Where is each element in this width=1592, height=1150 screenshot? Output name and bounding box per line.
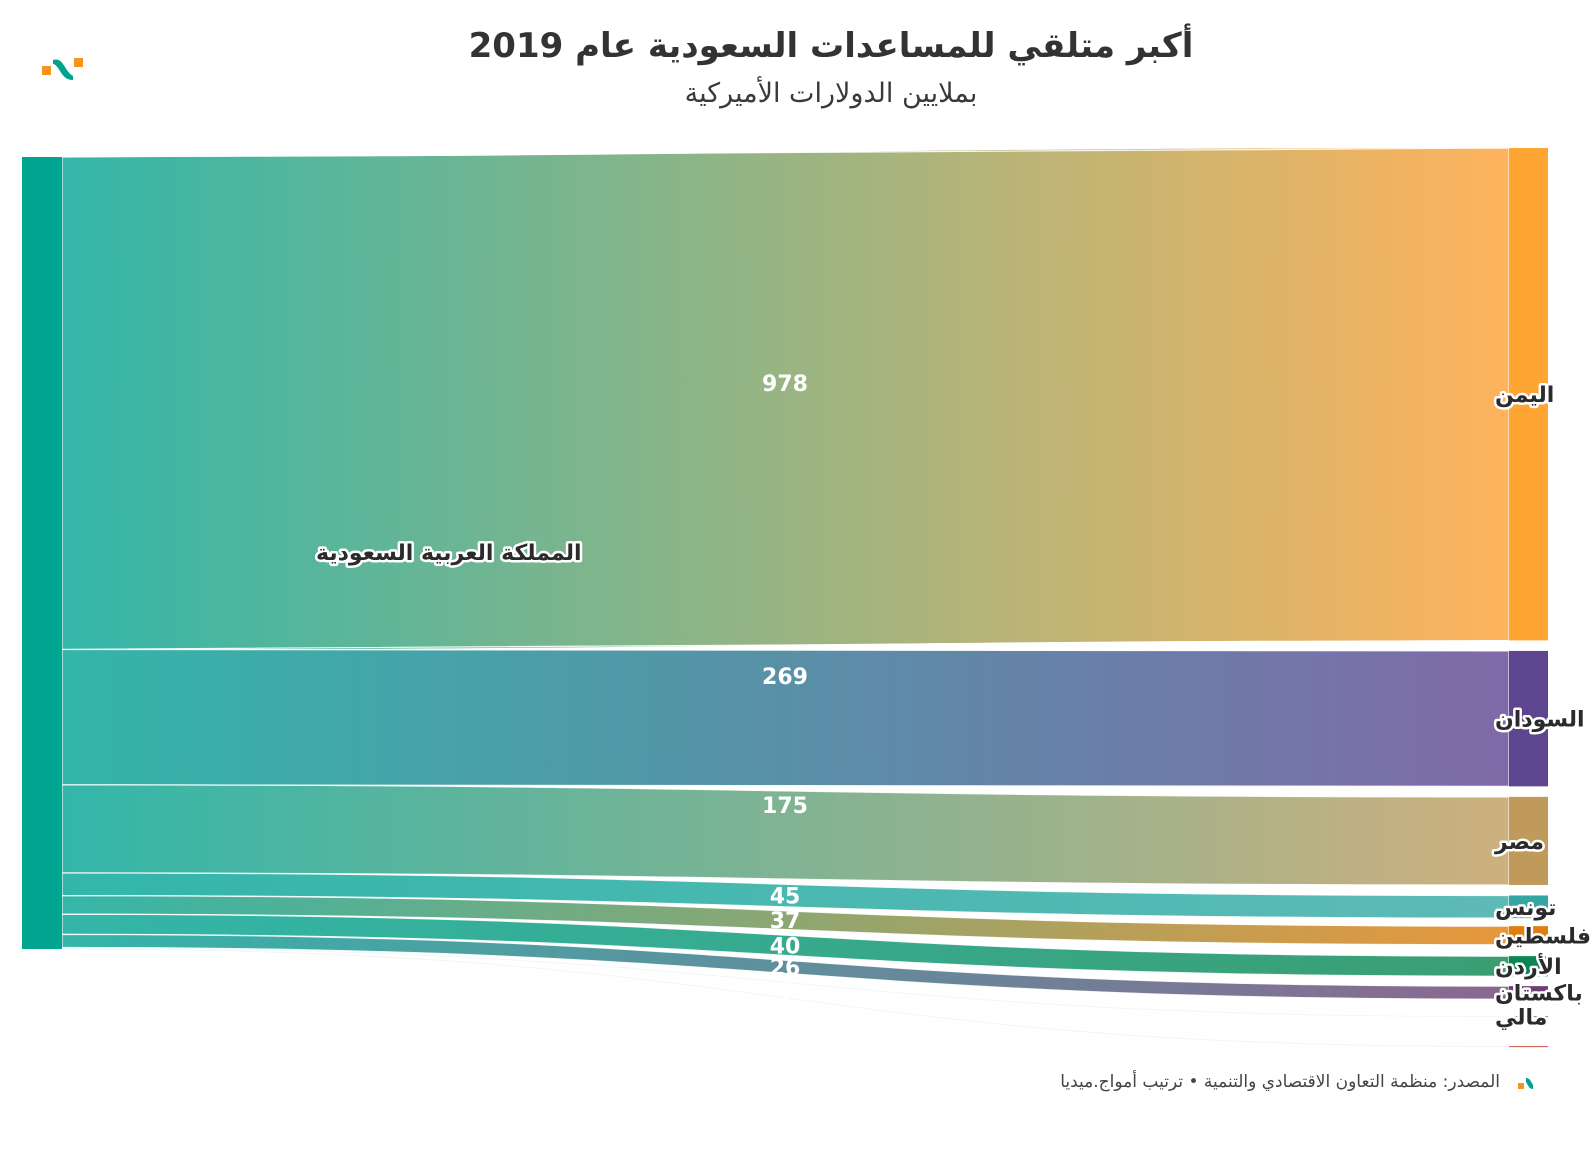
source-node-label: المملكة العربية السعودية <box>316 541 582 566</box>
target-node-label: السودان <box>1495 708 1585 733</box>
target-node <box>1509 895 1548 919</box>
target-node <box>1509 926 1548 945</box>
target-node-label: اليمن <box>1495 383 1554 408</box>
target-node-label: تونس <box>1495 896 1556 921</box>
value-label: 1 <box>777 987 792 1012</box>
value-label: 2 <box>777 971 792 996</box>
footer-logo-icon <box>1518 1078 1533 1089</box>
flow-link <box>61 895 1510 946</box>
target-node-label: مالي <box>1495 1006 1547 1031</box>
source-footnote: المصدر: منظمة التعاون الاقتصادي والتنمية… <box>1060 1072 1500 1092</box>
value-label: 40 <box>770 934 801 959</box>
target-node-label: باكستان <box>1495 982 1583 1007</box>
target-node <box>1509 650 1548 787</box>
node-labels-layer: اليمن السودان مصر تونس فلسطين الأردنباكستانما… <box>314 381 1592 1033</box>
target-node <box>1509 1016 1548 1018</box>
target-node <box>1509 148 1548 641</box>
flow-link <box>61 147 1510 651</box>
target-node-label: فلسطين <box>1495 924 1591 949</box>
source-node-saudi-arabia <box>22 157 62 949</box>
nodes-layer <box>22 148 1548 1048</box>
target-node <box>1509 986 1548 1000</box>
target-node <box>1509 1046 1548 1048</box>
flow-link <box>61 947 1510 1048</box>
value-label: 26 <box>770 956 801 981</box>
target-node <box>1509 956 1548 977</box>
brand-logo-icon <box>42 58 83 80</box>
target-node <box>1509 796 1548 885</box>
value-label: 978 <box>762 372 808 397</box>
value-label: 37 <box>770 909 801 934</box>
value-label: 45 <box>770 885 801 910</box>
chart-subtitle: بملايين الدولارات الأميركية <box>684 78 978 109</box>
value-label: 175 <box>762 794 808 819</box>
links-layer <box>61 147 1510 1048</box>
flow-link <box>61 946 1510 1018</box>
target-node-label: مصر <box>1494 830 1544 855</box>
value-label: 269 <box>762 665 808 690</box>
target-node-label: الأردن <box>1495 952 1562 980</box>
chart-title: أكبر متلقي للمساعدات السعودية عام 2019 <box>468 26 1194 66</box>
